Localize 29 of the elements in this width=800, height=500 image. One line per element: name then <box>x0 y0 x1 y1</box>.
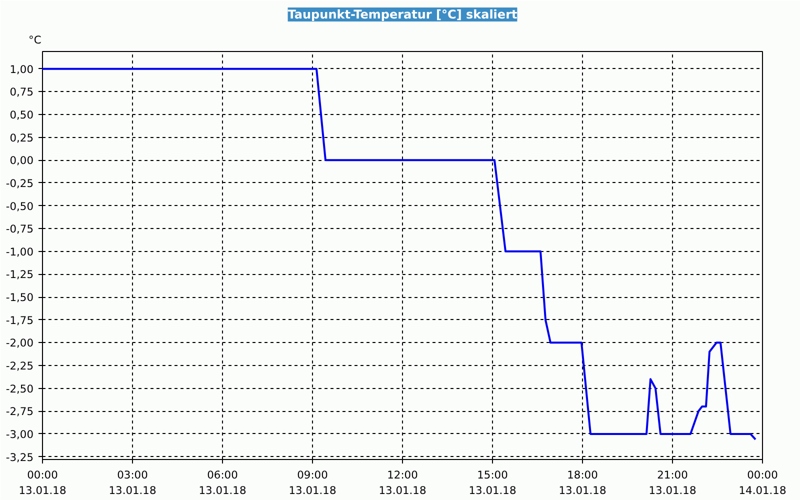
x-tick-label: 18:00 13.01.18 <box>558 468 606 498</box>
y-tick-label: 0,50 <box>10 108 34 122</box>
y-tick-label: -1,75 <box>6 314 34 327</box>
y-tick-label: 0,25 <box>10 131 34 144</box>
x-tick-label: 09:00 13.01.18 <box>288 468 336 498</box>
x-tick-label: 12:00 13.01.18 <box>378 468 426 498</box>
y-tick-label: -1,25 <box>6 268 34 282</box>
y-tick-label: 0,00 <box>10 154 34 168</box>
x-tick-label: 03:00 13.01.18 <box>108 468 156 498</box>
y-tick-label: 0,75 <box>10 86 34 99</box>
y-tick-label: -1,00 <box>6 245 34 258</box>
y-tick-label: -3,25 <box>6 450 34 464</box>
y-tick-label: 1,00 <box>10 62 34 76</box>
y-tick-label: -2,50 <box>6 382 34 396</box>
y-tick-label: -3,00 <box>6 428 34 441</box>
y-tick-label: -0,75 <box>6 222 34 236</box>
y-tick-label: -2,75 <box>6 405 34 418</box>
y-tick-label: -0,50 <box>6 200 34 213</box>
y-tick-label: -0,25 <box>6 176 34 190</box>
chart-title: Taupunkt-Temperatur [°C] skaliert <box>288 8 518 22</box>
x-tick-label: 21:00 13.01.18 <box>648 468 696 498</box>
x-tick-label: 00:00 14.01.18 <box>738 468 786 498</box>
x-tick-label: 06:00 13.01.18 <box>198 468 246 498</box>
y-axis-title: °C <box>28 34 42 46</box>
y-tick-label: -2,00 <box>6 336 34 350</box>
y-tick-label: -2,25 <box>6 359 34 372</box>
x-tick-label: 00:00 13.01.18 <box>18 468 66 498</box>
x-tick-label: 15:00 13.01.18 <box>468 468 516 498</box>
y-tick-label: -1,50 <box>6 291 34 304</box>
